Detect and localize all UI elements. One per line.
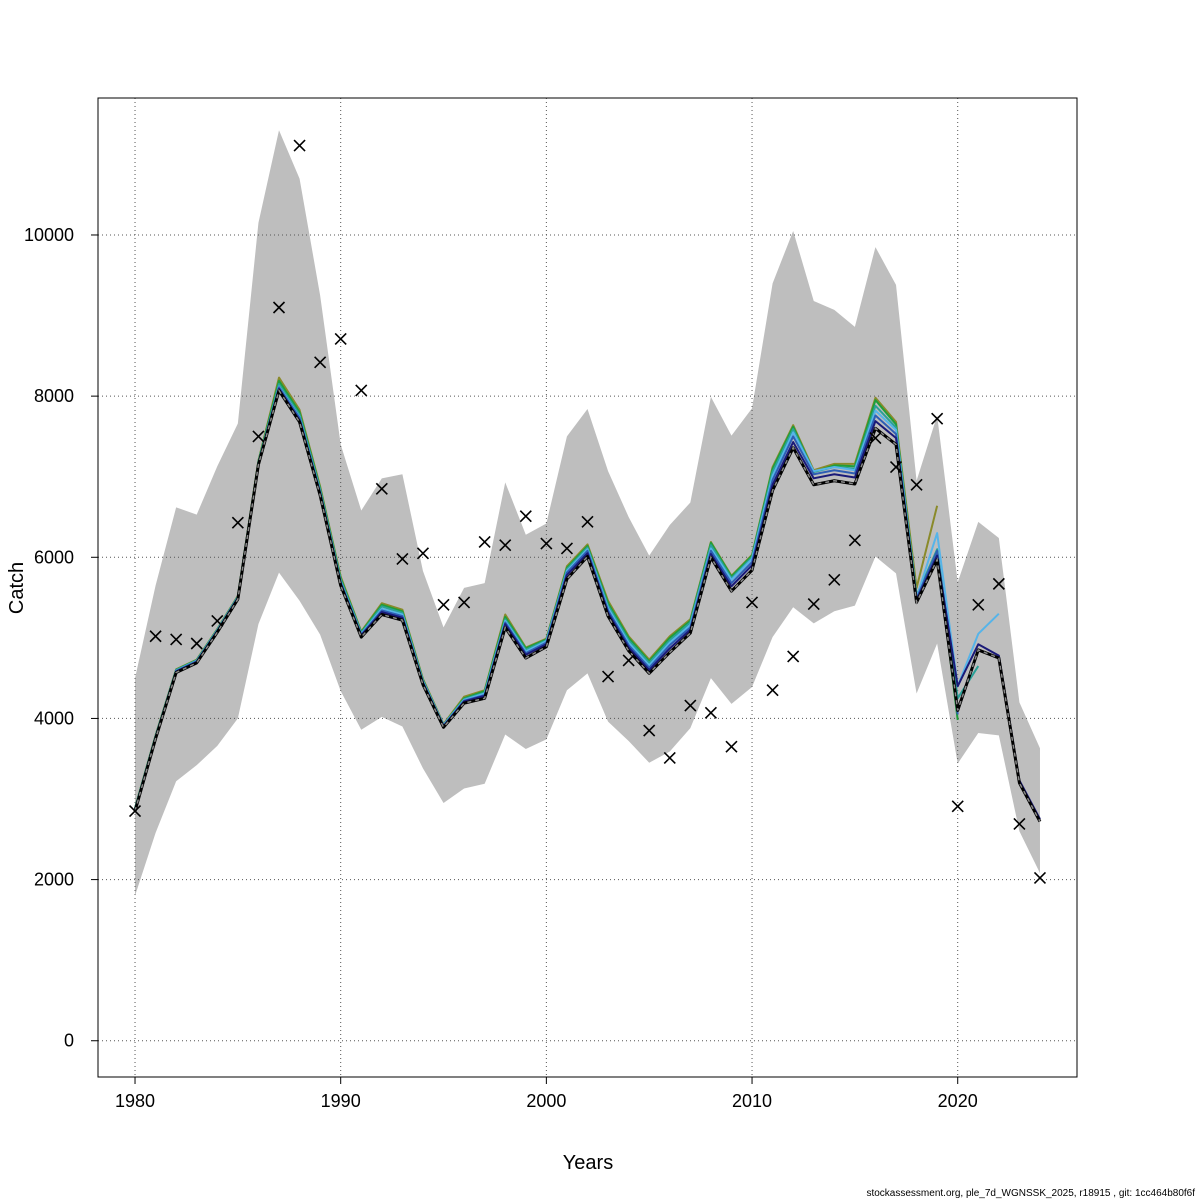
observed-point [787, 650, 800, 663]
x-tick-label: 2000 [526, 1091, 566, 1111]
series-layer [133, 376, 1042, 823]
y-axis-title: Catch [6, 562, 28, 614]
x-tick-label: 1990 [321, 1091, 361, 1111]
observed-point [972, 598, 985, 611]
observed-point [252, 430, 265, 443]
observed-point [416, 547, 430, 560]
observed-point [355, 384, 368, 397]
y-tick-label: 6000 [34, 547, 74, 567]
observed-point [848, 534, 861, 547]
y-tick-label: 2000 [34, 870, 74, 890]
observed-point [314, 356, 327, 369]
x-tick-label: 2010 [732, 1091, 772, 1111]
observed-point [334, 332, 347, 345]
x-tick-label: 2020 [938, 1091, 978, 1111]
observed-point [458, 596, 471, 609]
observed-point [170, 633, 183, 646]
observed-point [560, 542, 573, 555]
y-tick-label: 4000 [34, 708, 74, 728]
footer-credit: stockassessment.org, ple_7d_WGNSSK_2025,… [866, 1188, 1195, 1199]
observed-point [437, 598, 450, 611]
observed-point [643, 724, 656, 737]
observed-point [766, 684, 779, 697]
observed-point [663, 751, 676, 764]
observed-point [499, 539, 512, 552]
y-axis: 0 2000 4000 6000 8000 10000 [24, 225, 98, 1051]
plot-frame [97, 97, 1078, 1078]
y-tick-label: 8000 [34, 386, 74, 406]
observed-point [869, 431, 882, 445]
observed-point [725, 740, 738, 753]
observed-point [190, 637, 203, 650]
observed-point [581, 515, 594, 528]
observed-point [931, 412, 944, 425]
observed-point [478, 535, 491, 549]
observed-point [745, 596, 759, 609]
observed-point [704, 706, 717, 719]
observed-point [622, 654, 635, 667]
observed-point [211, 614, 224, 628]
observed-point [540, 537, 553, 550]
observed-point [519, 510, 532, 523]
observed-point [910, 478, 923, 491]
y-tick-label: 10000 [24, 225, 74, 245]
observed-point [828, 573, 841, 586]
x-axis: 1980 1990 2000 2010 2020 [115, 1077, 978, 1111]
base-run-dash [134, 388, 1041, 822]
observed-point [889, 460, 903, 474]
observed-point [149, 630, 162, 643]
observed-point [231, 516, 244, 529]
x-tick-label: 1980 [115, 1091, 155, 1111]
observed-point [602, 670, 615, 683]
observed-point [128, 805, 142, 818]
observed-point [396, 552, 409, 565]
observed-point [293, 139, 306, 152]
observed-point [684, 699, 697, 712]
confidence-band-layer [135, 130, 1040, 896]
observed-point [951, 800, 964, 813]
y-tick-label: 0 [64, 1031, 74, 1051]
confidence-band [135, 130, 1040, 896]
observed-point [375, 482, 388, 495]
observed-point [992, 577, 1005, 590]
x-axis-title: Years [563, 1152, 613, 1174]
observed-point [807, 597, 820, 611]
observed-point [272, 301, 286, 314]
observed-point [1013, 817, 1026, 831]
observed-point [1033, 871, 1047, 885]
observed-catch-layer [128, 139, 1047, 885]
